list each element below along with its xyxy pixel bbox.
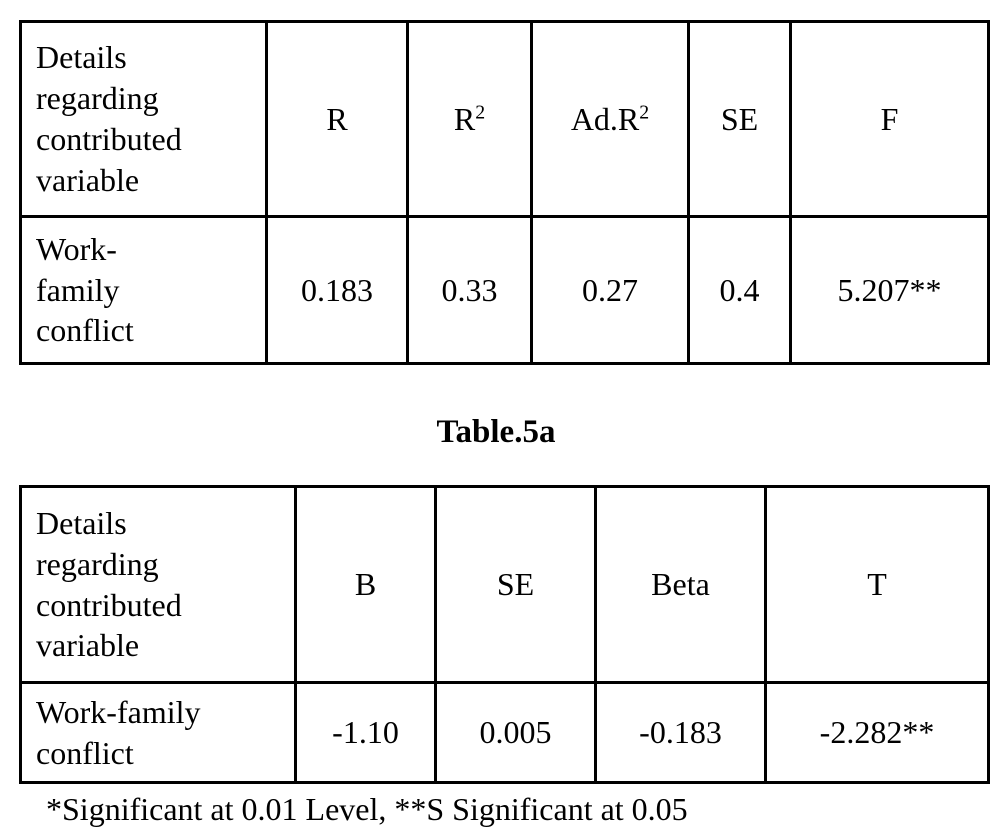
table1-header-r-squared-sup: 2	[475, 100, 486, 123]
table1-cell-adj-r-squared: 0.27	[530, 215, 690, 365]
table1-header-row: Details regarding contributed variable R…	[19, 20, 990, 218]
table1-data-row: Work- family conflict 0.183 0.33 0.27 0.…	[19, 215, 990, 365]
table2-cell-b: -1.10	[294, 681, 437, 784]
table2-header-beta: Beta	[594, 485, 767, 684]
table2-data-row: Work-family conflict -1.10 0.005 -0.183 …	[19, 681, 990, 784]
table1-header-r-squared-base: R	[453, 100, 476, 137]
document-page: Details regarding contributed variable R…	[0, 20, 992, 827]
table2-cell-variable: Work-family conflict	[19, 681, 297, 784]
table-caption: Table.5a	[436, 414, 556, 450]
table2-cell-se: 0.005	[434, 681, 597, 784]
table2-header-se: SE	[434, 485, 597, 684]
table1-cell-se: 0.4	[687, 215, 792, 365]
table2-header-row: Details regarding contributed variable B…	[19, 485, 990, 684]
table1-cell-r: 0.183	[265, 215, 409, 365]
model-summary-table: Details regarding contributed variable R…	[19, 20, 990, 365]
table1-header-f: F	[789, 20, 990, 218]
table1-cell-f: 5.207**	[789, 215, 990, 365]
coefficients-table: Details regarding contributed variable B…	[19, 485, 990, 784]
significance-footnote: *Significant at 0.01 Level, **S Signific…	[46, 791, 688, 827]
table2-header-variable: Details regarding contributed variable	[19, 485, 297, 684]
table1-cell-r-squared: 0.33	[406, 215, 533, 365]
table1-header-adj-r-squared-sup: 2	[639, 100, 650, 123]
table1-header-adj-r-squared-base: Ad.R	[570, 100, 640, 137]
table1-header-r: R	[265, 20, 409, 218]
table1-header-adj-r-squared: Ad.R2	[530, 20, 690, 218]
table1-header-r-squared: R2	[406, 20, 533, 218]
table2-cell-t: -2.282**	[764, 681, 990, 784]
table2-header-t: T	[764, 485, 990, 684]
table1-header-variable: Details regarding contributed variable	[19, 20, 268, 218]
table2-header-b: B	[294, 485, 437, 684]
table1-cell-variable: Work- family conflict	[19, 215, 268, 365]
table2-cell-beta: -0.183	[594, 681, 767, 784]
table1-header-se: SE	[687, 20, 792, 218]
